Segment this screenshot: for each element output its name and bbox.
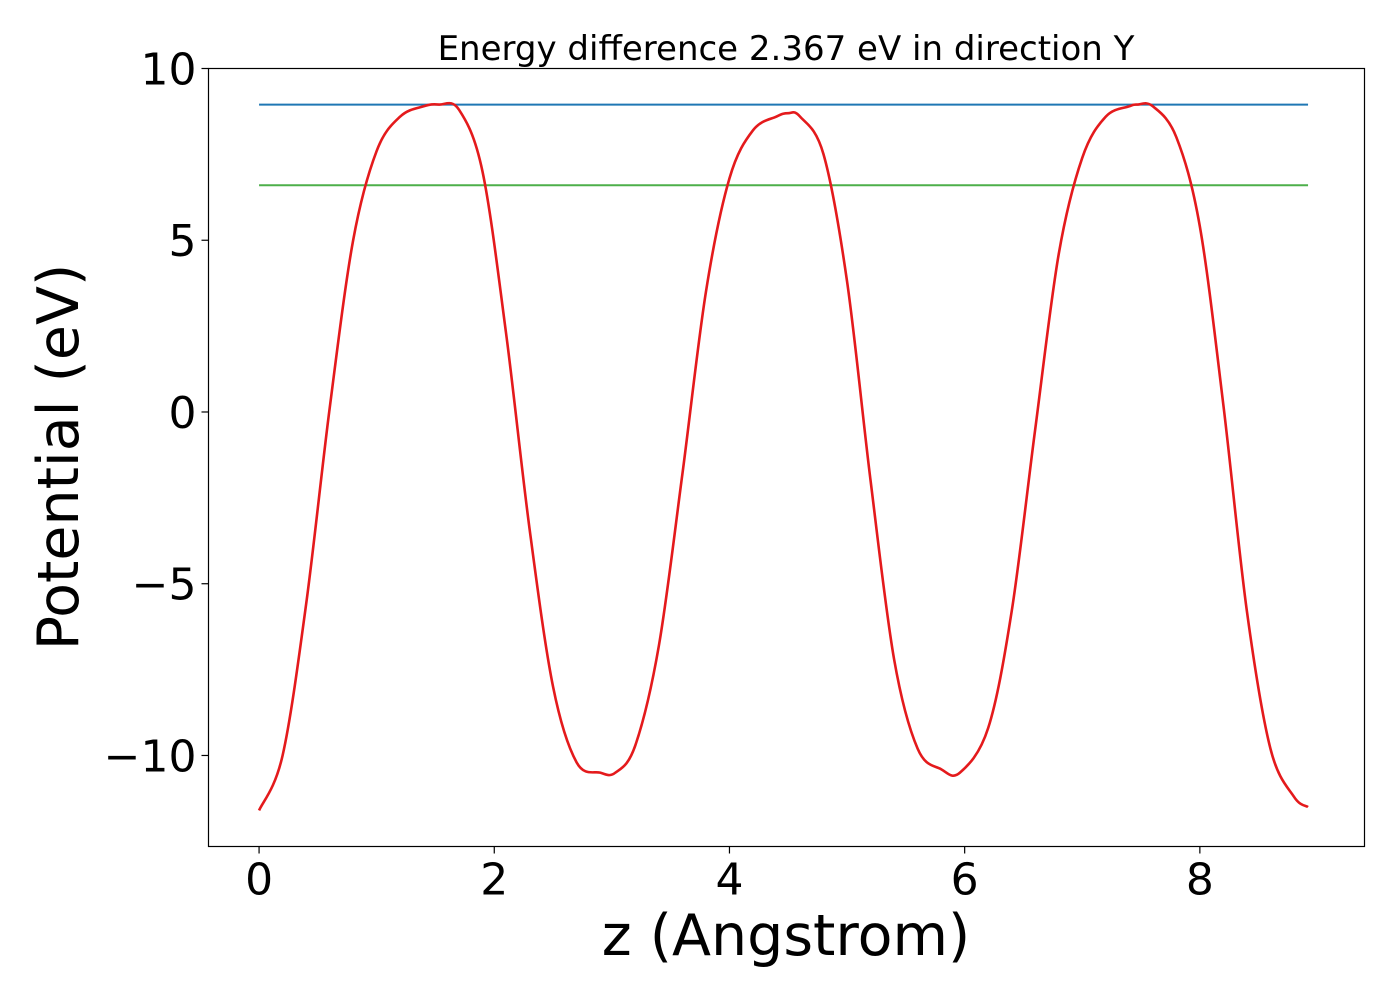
series-line-1 (257, 101, 1309, 811)
plot-frame (207, 67, 1366, 848)
x-axis-ticks: 0 2 4 6 8 (245, 846, 1214, 906)
x-tick-label: 6 (951, 855, 979, 906)
y-tick-label: 0 (169, 388, 197, 439)
x-tick-label: 8 (1186, 855, 1214, 906)
y-axis-label: Potential (eV) (26, 264, 92, 650)
x-axis-label: z (Angstrom) (602, 903, 970, 969)
chart-title: Energy difference 2.367 eV in direction … (438, 29, 1135, 69)
x-tick-label: 2 (480, 855, 508, 906)
y-axis-ticks: 10 5 0 −5 −10 (104, 45, 209, 782)
y-tick-label: 5 (169, 216, 197, 267)
x-tick-label: 0 (245, 855, 273, 906)
y-tick-label: −5 (132, 560, 197, 611)
plot-lines (257, 101, 1309, 811)
y-tick-label: −10 (104, 731, 197, 782)
x-tick-label: 4 (715, 855, 743, 906)
y-tick-label: 10 (141, 45, 197, 96)
